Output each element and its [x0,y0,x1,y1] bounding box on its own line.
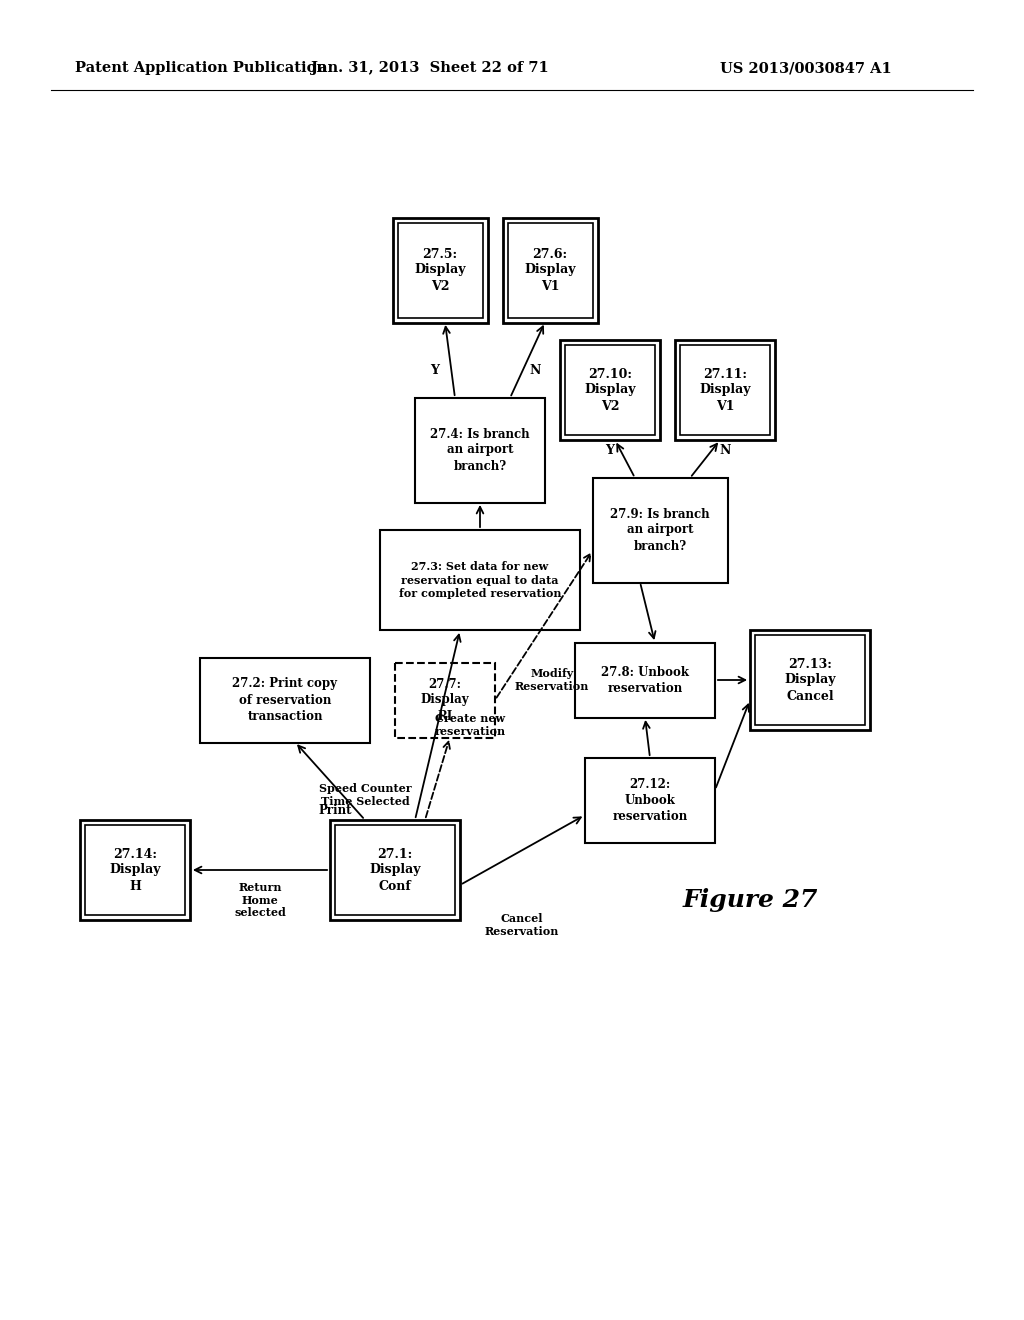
Text: Print: Print [318,804,352,817]
Text: 27.14:
Display
H: 27.14: Display H [110,847,161,892]
Bar [395,663,495,738]
Bar [392,218,487,322]
Bar [755,635,865,725]
Text: Cancel
Reservation: Cancel Reservation [484,913,559,937]
Bar [675,341,775,440]
Text: Speed Counter
Time Selected: Speed Counter Time Selected [318,783,412,807]
Bar [330,820,460,920]
Bar [565,345,655,436]
Bar [80,820,190,920]
Bar [585,758,715,842]
Text: 27.10:
Display
V2: 27.10: Display V2 [585,367,636,412]
Text: 27.1:
Display
Conf: 27.1: Display Conf [370,847,421,892]
Text: N: N [529,363,541,376]
Bar [750,630,870,730]
Text: Y: Y [430,363,439,376]
Bar [85,825,185,915]
Text: 27.13:
Display
Cancel: 27.13: Display Cancel [784,657,836,702]
Bar [397,223,482,318]
Text: 27.3: Set data for new
reservation equal to data
for completed reservation: 27.3: Set data for new reservation equal… [398,561,561,599]
Bar [415,397,545,503]
Text: Jan. 31, 2013  Sheet 22 of 71: Jan. 31, 2013 Sheet 22 of 71 [311,61,549,75]
Text: 27.8: Unbook
reservation: 27.8: Unbook reservation [601,665,689,694]
Bar [593,478,727,582]
Text: 27.2: Print copy
of reservation
transaction: 27.2: Print copy of reservation transact… [232,677,338,722]
Bar [575,643,715,718]
Text: 27.11:
Display
V1: 27.11: Display V1 [699,367,751,412]
Bar [380,531,580,630]
Text: Return
Home
selected: Return Home selected [234,882,286,919]
Bar [680,345,770,436]
Text: 27.12:
Unbook
reservation: 27.12: Unbook reservation [612,777,688,822]
Bar [508,223,593,318]
Text: Figure 27: Figure 27 [682,888,818,912]
Text: US 2013/0030847 A1: US 2013/0030847 A1 [720,61,892,75]
Text: Modify
Reservation: Modify Reservation [515,668,589,692]
Bar [503,218,597,322]
Text: 27.5:
Display
V2: 27.5: Display V2 [415,248,466,293]
Bar [560,341,660,440]
Text: 27.6:
Display
V1: 27.6: Display V1 [524,248,575,293]
Text: Create new
reservation: Create new reservation [434,713,506,737]
Text: Patent Application Publication: Patent Application Publication [75,61,327,75]
Text: 27.4: Is branch
an airport
branch?: 27.4: Is branch an airport branch? [430,428,529,473]
Text: N: N [719,444,731,457]
Bar [200,657,370,742]
Text: 27.7:
Display
RI: 27.7: Display RI [421,677,469,722]
Text: 27.9: Is branch
an airport
branch?: 27.9: Is branch an airport branch? [610,507,710,553]
Bar [335,825,455,915]
Text: Y: Y [605,444,614,457]
